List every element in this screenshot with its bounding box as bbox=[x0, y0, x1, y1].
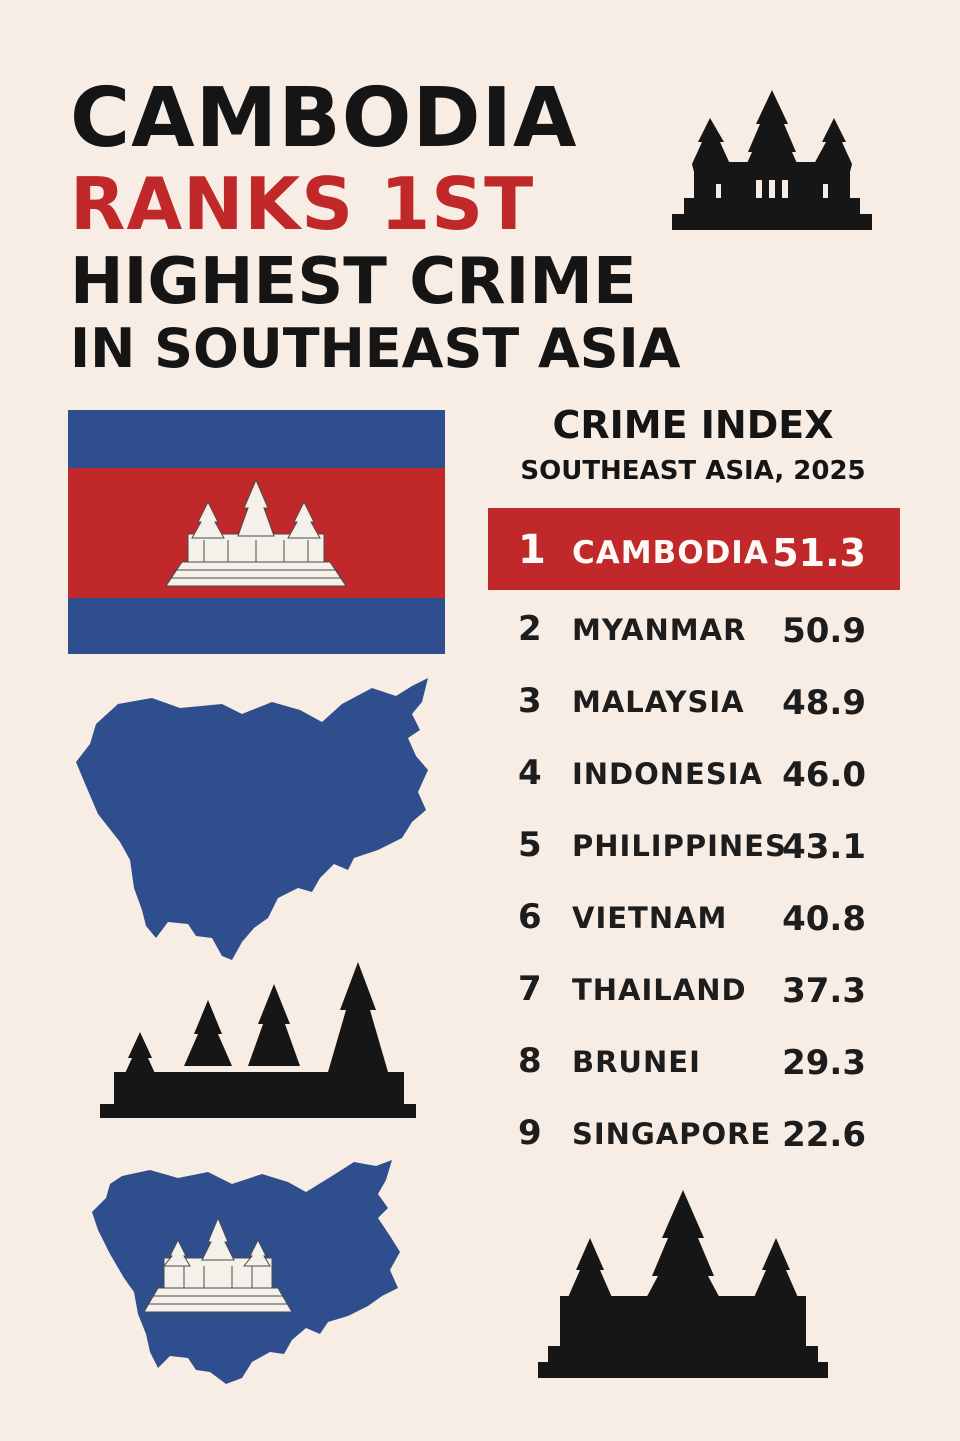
crime-index-value: 37.3 bbox=[782, 971, 866, 1011]
angkor-temple-bottom-icon bbox=[538, 1190, 828, 1378]
ranking-row-4: 4 INDONESIA 46.0 bbox=[488, 734, 900, 806]
ranking-row-3: 3 MALAYSIA 48.9 bbox=[488, 662, 900, 734]
ranking-row-1: 1 CAMBODIA 51.3 bbox=[488, 508, 900, 590]
rank-number: 8 bbox=[518, 1041, 542, 1081]
headline-rank: RANKS 1ST bbox=[70, 162, 535, 246]
crime-index-value: 48.9 bbox=[782, 683, 866, 723]
country-name: BRUNEI bbox=[572, 1045, 701, 1079]
crime-index-subtitle: SOUTHEAST ASIA, 2025 bbox=[520, 456, 866, 486]
rank-number: 9 bbox=[518, 1113, 542, 1153]
country-name: SINGAPORE bbox=[572, 1117, 772, 1151]
country-name: INDONESIA bbox=[572, 757, 763, 791]
country-name: MYANMAR bbox=[572, 613, 747, 647]
crime-index-value: 29.3 bbox=[782, 1043, 866, 1083]
headline-region: IN SOUTHEAST ASIA bbox=[70, 317, 681, 380]
rank-number: 1 bbox=[518, 527, 546, 573]
ranking-row-9: 9 SINGAPORE 22.6 bbox=[488, 1094, 900, 1166]
ranking-row-8: 8 BRUNEI 29.3 bbox=[488, 1022, 900, 1094]
crime-index-value: 51.3 bbox=[772, 531, 866, 575]
crime-index-title: CRIME INDEX bbox=[552, 403, 834, 447]
ranking-row-2: 2 MYANMAR 50.9 bbox=[488, 590, 900, 662]
crime-index-value: 43.1 bbox=[782, 827, 866, 867]
country-name: VIETNAM bbox=[572, 901, 728, 935]
headline-country: CAMBODIA bbox=[70, 71, 578, 166]
rank-number: 4 bbox=[518, 753, 542, 793]
crime-index-value: 46.0 bbox=[782, 755, 866, 795]
rank-number: 2 bbox=[518, 609, 542, 649]
rank-number: 5 bbox=[518, 825, 542, 865]
angkor-temple-top-icon bbox=[672, 90, 872, 230]
cambodia-map-with-temple-icon bbox=[92, 1160, 400, 1384]
rank-number: 3 bbox=[518, 681, 542, 721]
temple-spires-silhouette-icon bbox=[100, 962, 416, 1118]
rank-number: 7 bbox=[518, 969, 542, 1009]
crime-index-value: 50.9 bbox=[782, 611, 866, 651]
ranking-row-6: 6 VIETNAM 40.8 bbox=[488, 878, 900, 950]
crime-index-ranking-list: 1 CAMBODIA 51.3 2 MYANMAR 50.9 3 MALAYSIA 48.… bbox=[488, 508, 900, 1166]
crime-index-value: 22.6 bbox=[782, 1115, 866, 1155]
country-name: PHILIPPINES bbox=[572, 829, 787, 863]
headline-highest-crime: HIGHEST CRIME bbox=[70, 245, 637, 319]
country-name: THAILAND bbox=[572, 973, 747, 1007]
country-name: MALAYSIA bbox=[572, 685, 745, 719]
cambodia-flag-icon bbox=[68, 410, 445, 654]
ranking-row-7: 7 THAILAND 37.3 bbox=[488, 950, 900, 1022]
crime-index-value: 40.8 bbox=[782, 899, 866, 939]
rank-number: 6 bbox=[518, 897, 542, 937]
ranking-row-5: 5 PHILIPPINES 43.1 bbox=[488, 806, 900, 878]
cambodia-map-icon bbox=[76, 678, 428, 960]
country-name: CAMBODIA bbox=[572, 535, 769, 571]
